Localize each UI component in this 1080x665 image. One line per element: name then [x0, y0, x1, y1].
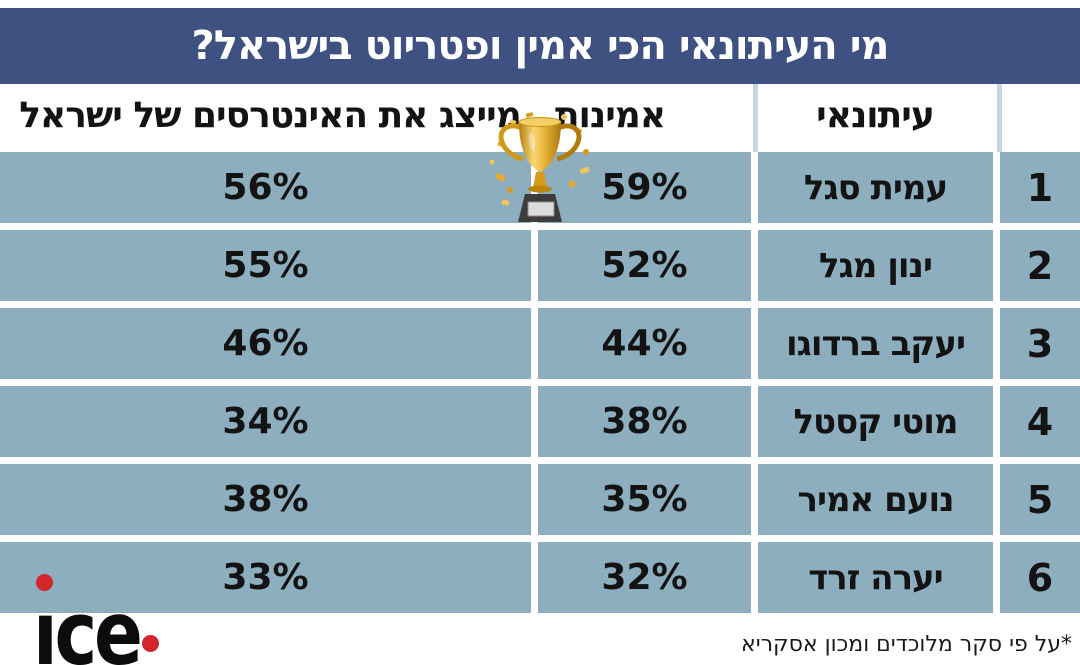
header-separator-line — [997, 84, 1002, 152]
header-separator-line — [753, 84, 758, 152]
rank-cell: 4 — [1000, 386, 1080, 457]
represents-israel-cell: 55% — [0, 230, 531, 301]
represents-israel-cell: 56% — [0, 152, 531, 223]
journalist-name-cell: נועם אמיר — [758, 464, 993, 535]
represents-israel-cell: 46% — [0, 308, 531, 379]
journalist-name-cell: עמית סגל — [758, 152, 993, 223]
ice-logo-letters: ıce — [33, 582, 143, 665]
source-note: *על פי סקר מלוכדים ומכון אסקריא — [741, 632, 1072, 657]
rank-cell: 5 — [1000, 464, 1080, 535]
trophy-icon — [489, 112, 590, 222]
journalist-name-cell: מוטי קסטל — [758, 386, 993, 457]
title-bar: מי העיתונאי הכי אמין ופטריוט בישראל? — [0, 8, 1080, 84]
rank-cell: 3 — [1000, 308, 1080, 379]
rank-cell: 6 — [1000, 542, 1080, 613]
credibility-cell: 59% — [538, 152, 751, 223]
page-title: מי העיתונאי הכי אמין ופטריוט בישראל? — [191, 23, 890, 69]
ice-logo-red-period — [142, 635, 159, 652]
credibility-cell: 44% — [538, 308, 751, 379]
journalist-name-cell: יעקב ברדוגו — [758, 308, 993, 379]
rank-cell: 2 — [1000, 230, 1080, 301]
journalist-name-cell: יערה זרד — [758, 542, 993, 613]
credibility-cell: 35% — [538, 464, 751, 535]
credibility-cell: 52% — [538, 230, 751, 301]
represents-israel-cell: 33% — [0, 542, 531, 613]
ice-logo: ıce — [33, 570, 173, 665]
represents-israel-cell: 34% — [0, 386, 531, 457]
ranking-table: 1 עמית סגל 59% 56% 2 ינון מגל 52% 55% 3 … — [0, 152, 1080, 613]
journalist-name-cell: ינון מגל — [758, 230, 993, 301]
ice-logo-red-dot-i — [36, 574, 53, 591]
credibility-cell: 32% — [538, 542, 751, 613]
column-header-journalist: עיתונאי — [816, 94, 935, 136]
represents-israel-cell: 38% — [0, 464, 531, 535]
credibility-cell: 38% — [538, 386, 751, 457]
rank-cell: 1 — [1000, 152, 1080, 223]
column-header-represents-israel: מייצג את האינטרסים של ישראל — [19, 94, 522, 136]
